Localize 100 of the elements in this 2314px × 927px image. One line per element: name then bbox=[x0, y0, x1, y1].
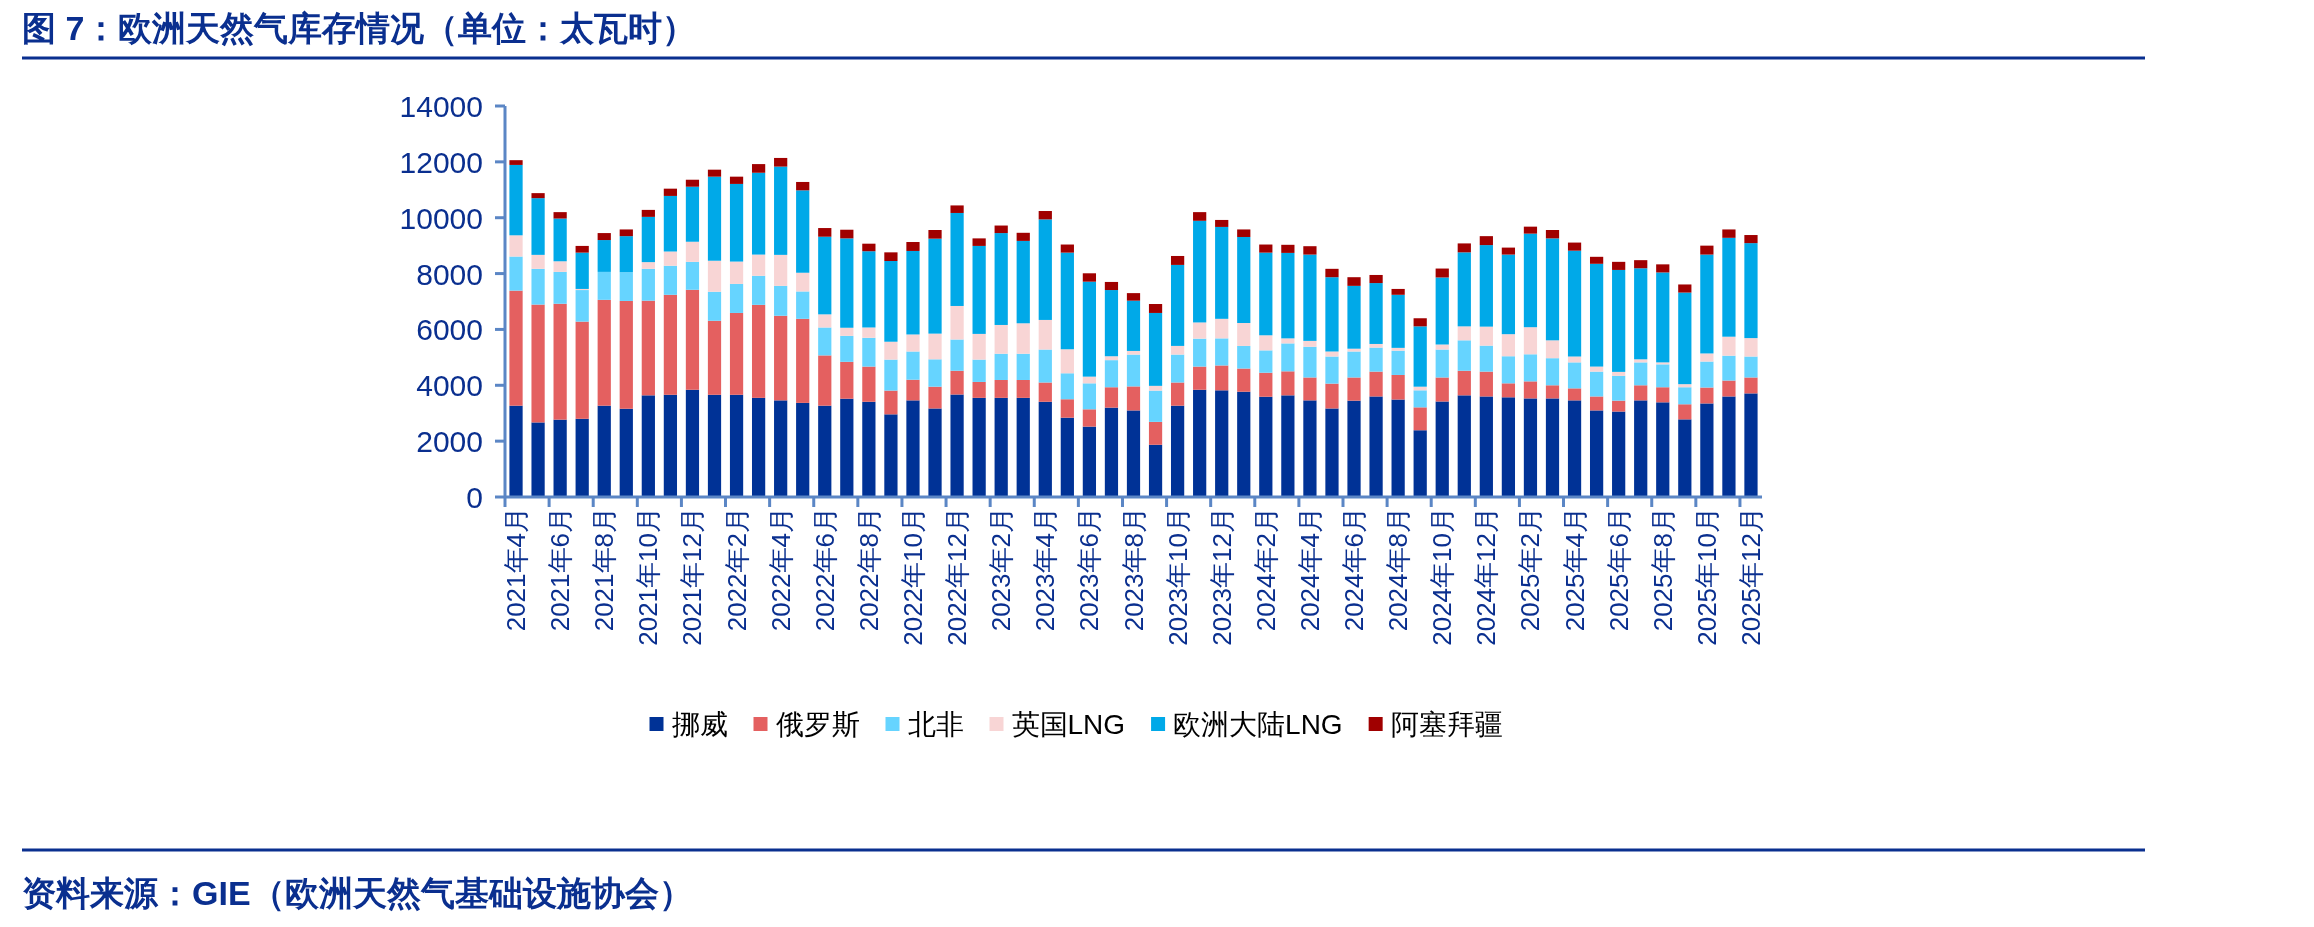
bar bbox=[840, 238, 854, 328]
bar bbox=[1634, 400, 1648, 497]
bar bbox=[619, 229, 633, 237]
bar bbox=[1435, 277, 1449, 345]
bar bbox=[663, 294, 678, 395]
bar bbox=[531, 254, 545, 269]
bar bbox=[619, 300, 633, 409]
bar bbox=[1215, 318, 1229, 339]
bar bbox=[994, 233, 1008, 325]
x-tick-label: 2022年10月 bbox=[897, 507, 928, 646]
legend-label: 俄罗斯 bbox=[775, 709, 860, 740]
bar bbox=[796, 291, 810, 319]
bar bbox=[1281, 371, 1295, 396]
bar bbox=[641, 268, 655, 301]
bar bbox=[884, 390, 898, 415]
bar bbox=[1567, 362, 1582, 389]
bar bbox=[1170, 354, 1185, 383]
bar bbox=[1656, 272, 1670, 363]
x-tick-label: 2021年8月 bbox=[589, 507, 620, 632]
bar bbox=[1060, 244, 1074, 253]
bar bbox=[840, 361, 854, 399]
bar bbox=[1148, 312, 1163, 386]
bar bbox=[685, 289, 700, 390]
bar bbox=[1060, 252, 1074, 350]
x-tick-label: 2022年12月 bbox=[942, 507, 973, 646]
bar bbox=[994, 379, 1008, 398]
bar bbox=[1656, 402, 1670, 497]
x-tick-label: 2022年2月 bbox=[721, 507, 752, 632]
bar bbox=[663, 195, 678, 252]
bar bbox=[1016, 240, 1030, 324]
bar bbox=[751, 397, 766, 497]
bar bbox=[1281, 244, 1295, 253]
bar bbox=[553, 419, 567, 497]
x-tick-label: 2025年12月 bbox=[1735, 507, 1766, 646]
bar bbox=[1104, 281, 1119, 291]
bar bbox=[1523, 233, 1538, 328]
bar bbox=[1457, 252, 1471, 327]
bar bbox=[840, 229, 854, 239]
y-tick-label: 10000 bbox=[399, 201, 483, 235]
bar bbox=[1016, 323, 1030, 354]
bar bbox=[685, 179, 700, 187]
bar bbox=[950, 305, 964, 340]
bar bbox=[1281, 343, 1295, 372]
bar bbox=[707, 394, 722, 497]
legend-label: 挪威 bbox=[671, 709, 728, 740]
bar bbox=[531, 193, 545, 199]
bar bbox=[972, 238, 986, 246]
y-tick-label: 14000 bbox=[399, 90, 483, 123]
bar bbox=[619, 408, 633, 497]
bar bbox=[729, 183, 744, 262]
bar bbox=[509, 256, 523, 291]
bar bbox=[1082, 426, 1097, 497]
bar bbox=[641, 209, 655, 217]
bar bbox=[707, 176, 722, 261]
bar bbox=[906, 400, 920, 497]
bar bbox=[1369, 283, 1383, 344]
x-tick-label: 2023年8月 bbox=[1118, 507, 1149, 632]
bar bbox=[774, 315, 788, 401]
bar bbox=[1082, 273, 1097, 282]
bar bbox=[1193, 366, 1207, 390]
bar bbox=[1038, 211, 1052, 220]
bar bbox=[1678, 284, 1692, 293]
x-tick-label: 2024年6月 bbox=[1339, 507, 1370, 632]
bar bbox=[774, 285, 788, 316]
bar bbox=[1722, 396, 1736, 497]
bar bbox=[1060, 349, 1074, 374]
bar bbox=[597, 299, 611, 406]
bar bbox=[1501, 334, 1516, 357]
bar bbox=[1016, 353, 1030, 380]
bar bbox=[1038, 401, 1052, 497]
bar bbox=[1501, 254, 1516, 335]
bar bbox=[575, 245, 589, 253]
bar bbox=[1016, 397, 1030, 497]
bar bbox=[1567, 388, 1582, 401]
bar bbox=[906, 351, 920, 380]
x-tick-label: 2024年12月 bbox=[1471, 507, 1502, 646]
bar bbox=[818, 236, 832, 315]
bar bbox=[707, 291, 722, 321]
bar bbox=[1567, 400, 1582, 497]
bar bbox=[950, 205, 964, 213]
bar bbox=[1126, 293, 1141, 301]
bar bbox=[1193, 212, 1207, 221]
bar bbox=[553, 271, 567, 304]
bar bbox=[1413, 390, 1427, 408]
bar bbox=[1347, 351, 1361, 378]
bar bbox=[884, 414, 898, 497]
bar bbox=[1479, 236, 1493, 246]
x-tick-label: 2025年10月 bbox=[1691, 507, 1722, 646]
bar bbox=[685, 261, 700, 290]
bar bbox=[1545, 340, 1560, 359]
bar bbox=[1215, 219, 1229, 227]
bar bbox=[1678, 387, 1692, 405]
x-tick-label: 2023年10月 bbox=[1162, 507, 1193, 646]
bar bbox=[1479, 396, 1493, 497]
bar bbox=[553, 212, 567, 219]
bar bbox=[928, 386, 942, 409]
bar bbox=[906, 379, 920, 401]
bar bbox=[1457, 326, 1471, 341]
bar bbox=[1545, 385, 1560, 399]
bar bbox=[1479, 326, 1493, 346]
